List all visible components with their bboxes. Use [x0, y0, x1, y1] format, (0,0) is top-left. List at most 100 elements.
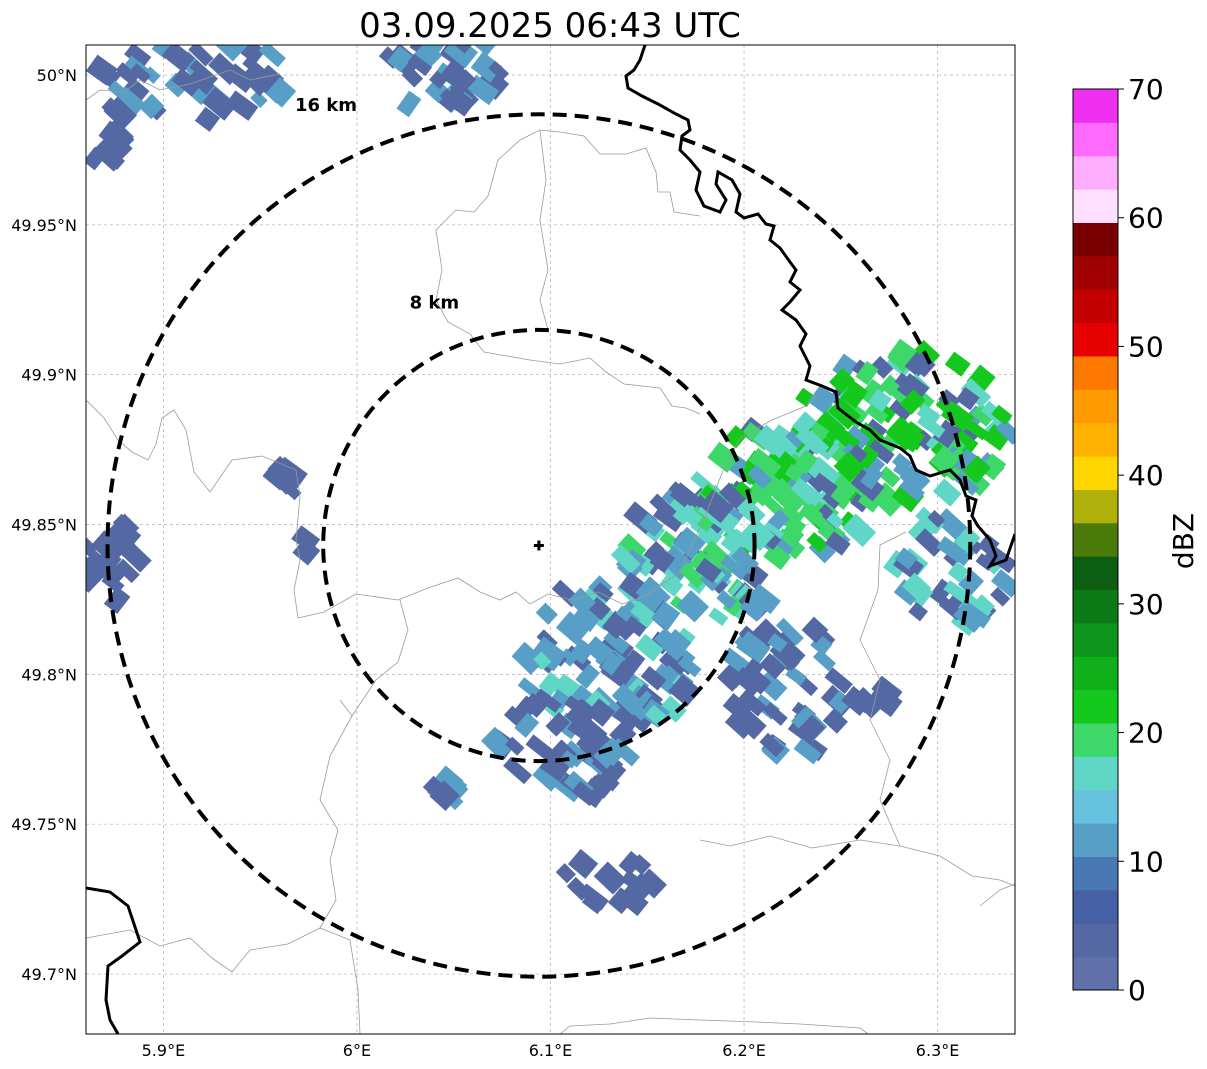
- echo-cell: [451, 69, 477, 95]
- echo-cell: [762, 702, 788, 726]
- echo-cell: [448, 45, 472, 54]
- echo-cell: [628, 600, 658, 629]
- echo-cell: [86, 563, 104, 593]
- colorbar-cell: [1073, 756, 1118, 791]
- echo-cell: [103, 586, 131, 614]
- echo-cell: [917, 413, 946, 439]
- colorbar-cell: [1073, 122, 1118, 157]
- echo-cell: [617, 533, 647, 562]
- echo-cell: [488, 60, 509, 81]
- lat-tick-label: 49.7°N: [21, 965, 77, 984]
- echo-cell: [971, 403, 996, 427]
- echo-cell: [806, 532, 828, 553]
- echo-cell: [113, 86, 146, 119]
- echo-cell: [678, 504, 703, 528]
- echo-cell: [965, 419, 989, 441]
- echo-cell: [894, 372, 917, 393]
- colorbar-cell: [1073, 589, 1118, 624]
- colorbar-cell: [1073, 656, 1118, 691]
- echo-cell: [429, 780, 460, 812]
- range-ring-label: 8 km: [410, 293, 460, 314]
- lon-tick-label: 5.9°E: [142, 1041, 186, 1060]
- colorbar-tick-label: 50: [1128, 330, 1164, 363]
- echo-cell: [826, 511, 844, 530]
- echo-cell: [123, 77, 150, 102]
- echo-cell: [653, 627, 681, 654]
- echo-cell: [759, 431, 788, 459]
- border-germany-luxembourg: [624, 45, 1015, 569]
- echo-cell: [567, 848, 599, 879]
- colorbar-cell: [1073, 456, 1118, 490]
- echo-cell: [776, 503, 805, 531]
- colorbar-cell: [1073, 889, 1118, 924]
- echo-cell: [231, 45, 266, 65]
- map-frame: 8 km 16 km: [85, 44, 1016, 1035]
- echo-cell: [892, 417, 917, 441]
- echo-cell: [859, 378, 886, 407]
- echo-cell: [649, 493, 677, 521]
- echo-cell: [466, 74, 500, 106]
- colorbar-cell: [1073, 289, 1118, 324]
- echo-cell: [624, 615, 647, 637]
- map-title: 03.09.2025 06:43 UTC: [359, 6, 741, 46]
- echo-cell: [722, 693, 753, 722]
- echo-cell: [737, 689, 767, 717]
- lat-tick-label: 49.85°N: [11, 516, 77, 535]
- echo-cell: [894, 547, 918, 570]
- echo-cell: [960, 377, 992, 408]
- echo-cell: [891, 452, 913, 473]
- echo-cell: [291, 525, 321, 554]
- lat-tick-label: 49.95°N: [11, 216, 77, 235]
- colorbar-tick-label: 0: [1128, 974, 1146, 1007]
- echo-cell: [720, 554, 748, 581]
- echo-cell: [534, 688, 562, 713]
- echo-cell: [991, 404, 1013, 426]
- colorbar-tick-label: 30: [1128, 588, 1164, 621]
- echo-cell: [736, 630, 771, 664]
- echo-cell: [772, 483, 806, 516]
- echo-cell: [87, 57, 121, 89]
- echo-cell: [636, 583, 667, 613]
- echo-cell: [932, 478, 962, 507]
- echo-cell: [207, 92, 234, 119]
- echo-cell: [730, 546, 759, 575]
- echo-cell: [86, 533, 98, 557]
- echo-cell: [505, 736, 525, 756]
- echo-cell: [92, 141, 124, 172]
- echo-cell: [225, 90, 259, 121]
- echo-cell: [934, 508, 968, 541]
- echo-cell: [806, 456, 841, 490]
- echo-cell: [677, 655, 702, 678]
- echo-cell: [867, 439, 895, 465]
- lat-tick-label: 49.8°N: [21, 665, 77, 684]
- echo-cell: [114, 558, 140, 584]
- echo-cell: [977, 533, 1000, 556]
- echo-cell: [620, 649, 646, 676]
- echo-cell: [265, 77, 297, 108]
- echo-cell: [575, 663, 601, 689]
- echo-cell: [759, 653, 786, 680]
- echo-cell: [792, 411, 817, 437]
- echo-cell: [559, 750, 580, 769]
- echo-cell: [164, 72, 190, 98]
- echo-cell: [955, 387, 980, 411]
- echo-cell: [724, 710, 754, 740]
- colorbar-tick-label: 20: [1128, 717, 1164, 750]
- echo-cell: [407, 53, 433, 77]
- municipal-boundaries: [86, 399, 647, 619]
- echo-cell: [584, 636, 610, 661]
- range-ring: [105, 112, 973, 979]
- echo-cell: [538, 671, 563, 697]
- echo-cell: [748, 583, 781, 615]
- echo-cell: [258, 45, 286, 68]
- echo-cell: [811, 472, 838, 497]
- colorbar-cell: [1073, 389, 1118, 424]
- echo-cell: [521, 692, 548, 718]
- echo-cell: [943, 580, 970, 603]
- echo-cell: [879, 374, 901, 397]
- lon-tick-label: 6.1°E: [529, 1041, 573, 1060]
- echo-cell: [970, 594, 995, 620]
- lon-tick-label: 6.3°E: [916, 1041, 960, 1060]
- echo-cell: [824, 667, 853, 694]
- echo-cell: [797, 714, 826, 743]
